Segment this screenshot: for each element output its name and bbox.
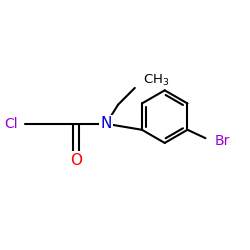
Text: N: N <box>100 116 112 131</box>
Text: O: O <box>70 153 82 168</box>
Text: Br: Br <box>214 134 230 147</box>
Text: Cl: Cl <box>4 117 18 131</box>
Text: CH$_3$: CH$_3$ <box>143 73 170 88</box>
